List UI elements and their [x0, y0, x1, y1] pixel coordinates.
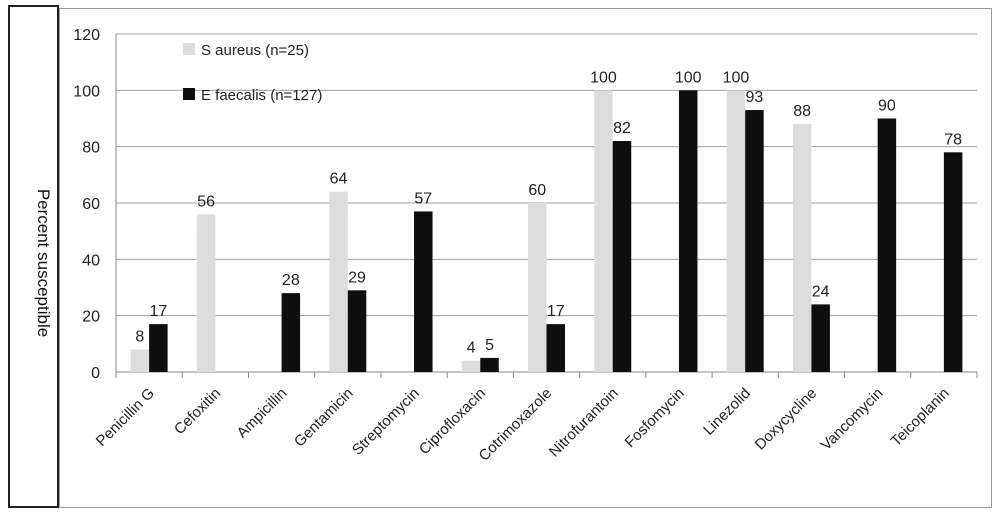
data-label: 64: [330, 171, 348, 188]
bar-e-faecalis: [678, 90, 698, 372]
bar-e-faecalis: [347, 290, 367, 372]
y-tick-label: 100: [73, 83, 100, 100]
legend-label: E faecalis (n=127): [201, 87, 322, 104]
legend-label: S aureus (n=25): [201, 42, 309, 59]
x-tick-label: Gentamicin: [291, 385, 357, 451]
legend-swatch: [183, 43, 195, 55]
data-label: 17: [547, 303, 565, 320]
bar-e-faecalis: [811, 304, 830, 372]
data-label: 82: [613, 120, 631, 137]
bar-e-faecalis: [281, 293, 301, 372]
data-label: 56: [197, 193, 215, 210]
bar-e-faecalis: [877, 118, 897, 372]
bar-e-faecalis: [480, 357, 499, 372]
bar-s-aureus: [130, 349, 150, 372]
chart-frame: [59, 8, 992, 508]
data-label: 60: [528, 182, 546, 199]
x-tick-label: Vancomycin: [817, 385, 886, 454]
bar-e-faecalis: [745, 110, 764, 373]
y-tick-label: 20: [82, 309, 100, 326]
data-label: 78: [944, 131, 962, 148]
bar-e-faecalis: [414, 211, 433, 372]
data-label: 24: [812, 283, 830, 300]
bar-s-aureus: [528, 203, 547, 372]
bar-s-aureus: [461, 360, 481, 372]
x-tick-label: Nitrofurantoin: [546, 385, 622, 461]
data-label: 5: [485, 337, 494, 354]
y-tick-label: 120: [73, 27, 100, 44]
data-label: 28: [282, 272, 300, 289]
y-axis-label-box: Percent susceptible: [8, 5, 59, 508]
x-tick-label: Doxycycline: [752, 385, 821, 454]
data-label: 100: [723, 69, 750, 86]
legend-swatch: [183, 88, 195, 100]
x-tick-label: Teicoplanin: [888, 385, 953, 450]
x-tick-label: Cefoxitin: [171, 385, 224, 438]
bar-s-aureus: [792, 124, 812, 372]
data-label: 57: [414, 190, 432, 207]
y-tick-label: 80: [82, 140, 100, 157]
bar-s-aureus: [329, 191, 348, 372]
data-label: 100: [590, 69, 617, 86]
data-label: 100: [675, 69, 702, 86]
bar-e-faecalis: [546, 324, 565, 372]
x-tick-label: Linezolid: [700, 385, 754, 439]
x-tick-label: Ciprofloxacin: [416, 385, 489, 458]
x-tick-label: Penicillin G: [93, 385, 158, 450]
data-label: 4: [467, 340, 476, 357]
bar-e-faecalis: [612, 141, 632, 372]
bar-s-aureus: [594, 90, 613, 372]
data-label: 90: [878, 98, 896, 115]
y-tick-label: 0: [91, 365, 100, 382]
bar-e-faecalis: [149, 324, 168, 372]
bar-s-aureus: [726, 90, 746, 372]
bar-s-aureus: [196, 214, 216, 372]
data-label: 8: [135, 328, 144, 345]
data-label: 93: [746, 89, 764, 106]
x-tick-label: Ampicillin: [234, 385, 291, 442]
x-tick-label: Streptomycin: [349, 385, 423, 459]
x-tick-label: Fosfomycin: [622, 385, 688, 451]
data-label: 17: [149, 303, 167, 320]
data-label: 29: [348, 269, 366, 286]
bar-e-faecalis: [943, 152, 963, 372]
y-tick-label: 60: [82, 196, 100, 213]
data-label: 88: [793, 103, 811, 120]
y-tick-label: 40: [82, 252, 100, 269]
